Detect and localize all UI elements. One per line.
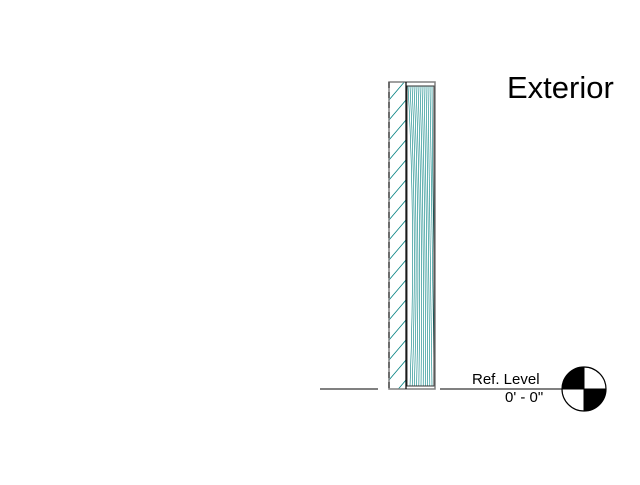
grain-line [413,86,419,386]
level-name-label: Ref. Level [472,371,540,388]
hatch-line [389,82,405,101]
hatch-line [389,259,406,281]
level-elevation-label: 0' - 0" [505,389,544,406]
hatch-line [389,99,406,121]
hatch-line [389,339,406,361]
hatch-line [389,119,406,141]
wood-layer-outline [406,85,435,387]
grain-line [409,86,415,386]
grain-line [427,86,433,386]
level-tag-symbol [458,366,607,412]
grain-line [425,86,431,386]
hatch-line [389,279,406,301]
grain-line [415,86,421,386]
grain-line [411,86,417,386]
hatch-line [389,139,406,161]
hatch-line [389,159,406,181]
hatch-line [389,179,406,201]
hatch-line [389,359,406,381]
grain-line [417,86,422,386]
grain-line [423,86,428,386]
hatch-line [389,299,406,321]
hatch-line [389,219,406,241]
exterior-label: Exterior [507,70,614,105]
grain-line [407,86,413,386]
hatch-line [389,239,406,261]
hatch-line [389,199,406,221]
hatch-line [389,60,406,80]
hatch-line [389,319,406,341]
grain-line [421,86,426,386]
hatch-line [389,400,406,420]
insulation-hatch [389,60,406,420]
hatch-line [397,379,406,389]
grain-line [419,86,424,386]
